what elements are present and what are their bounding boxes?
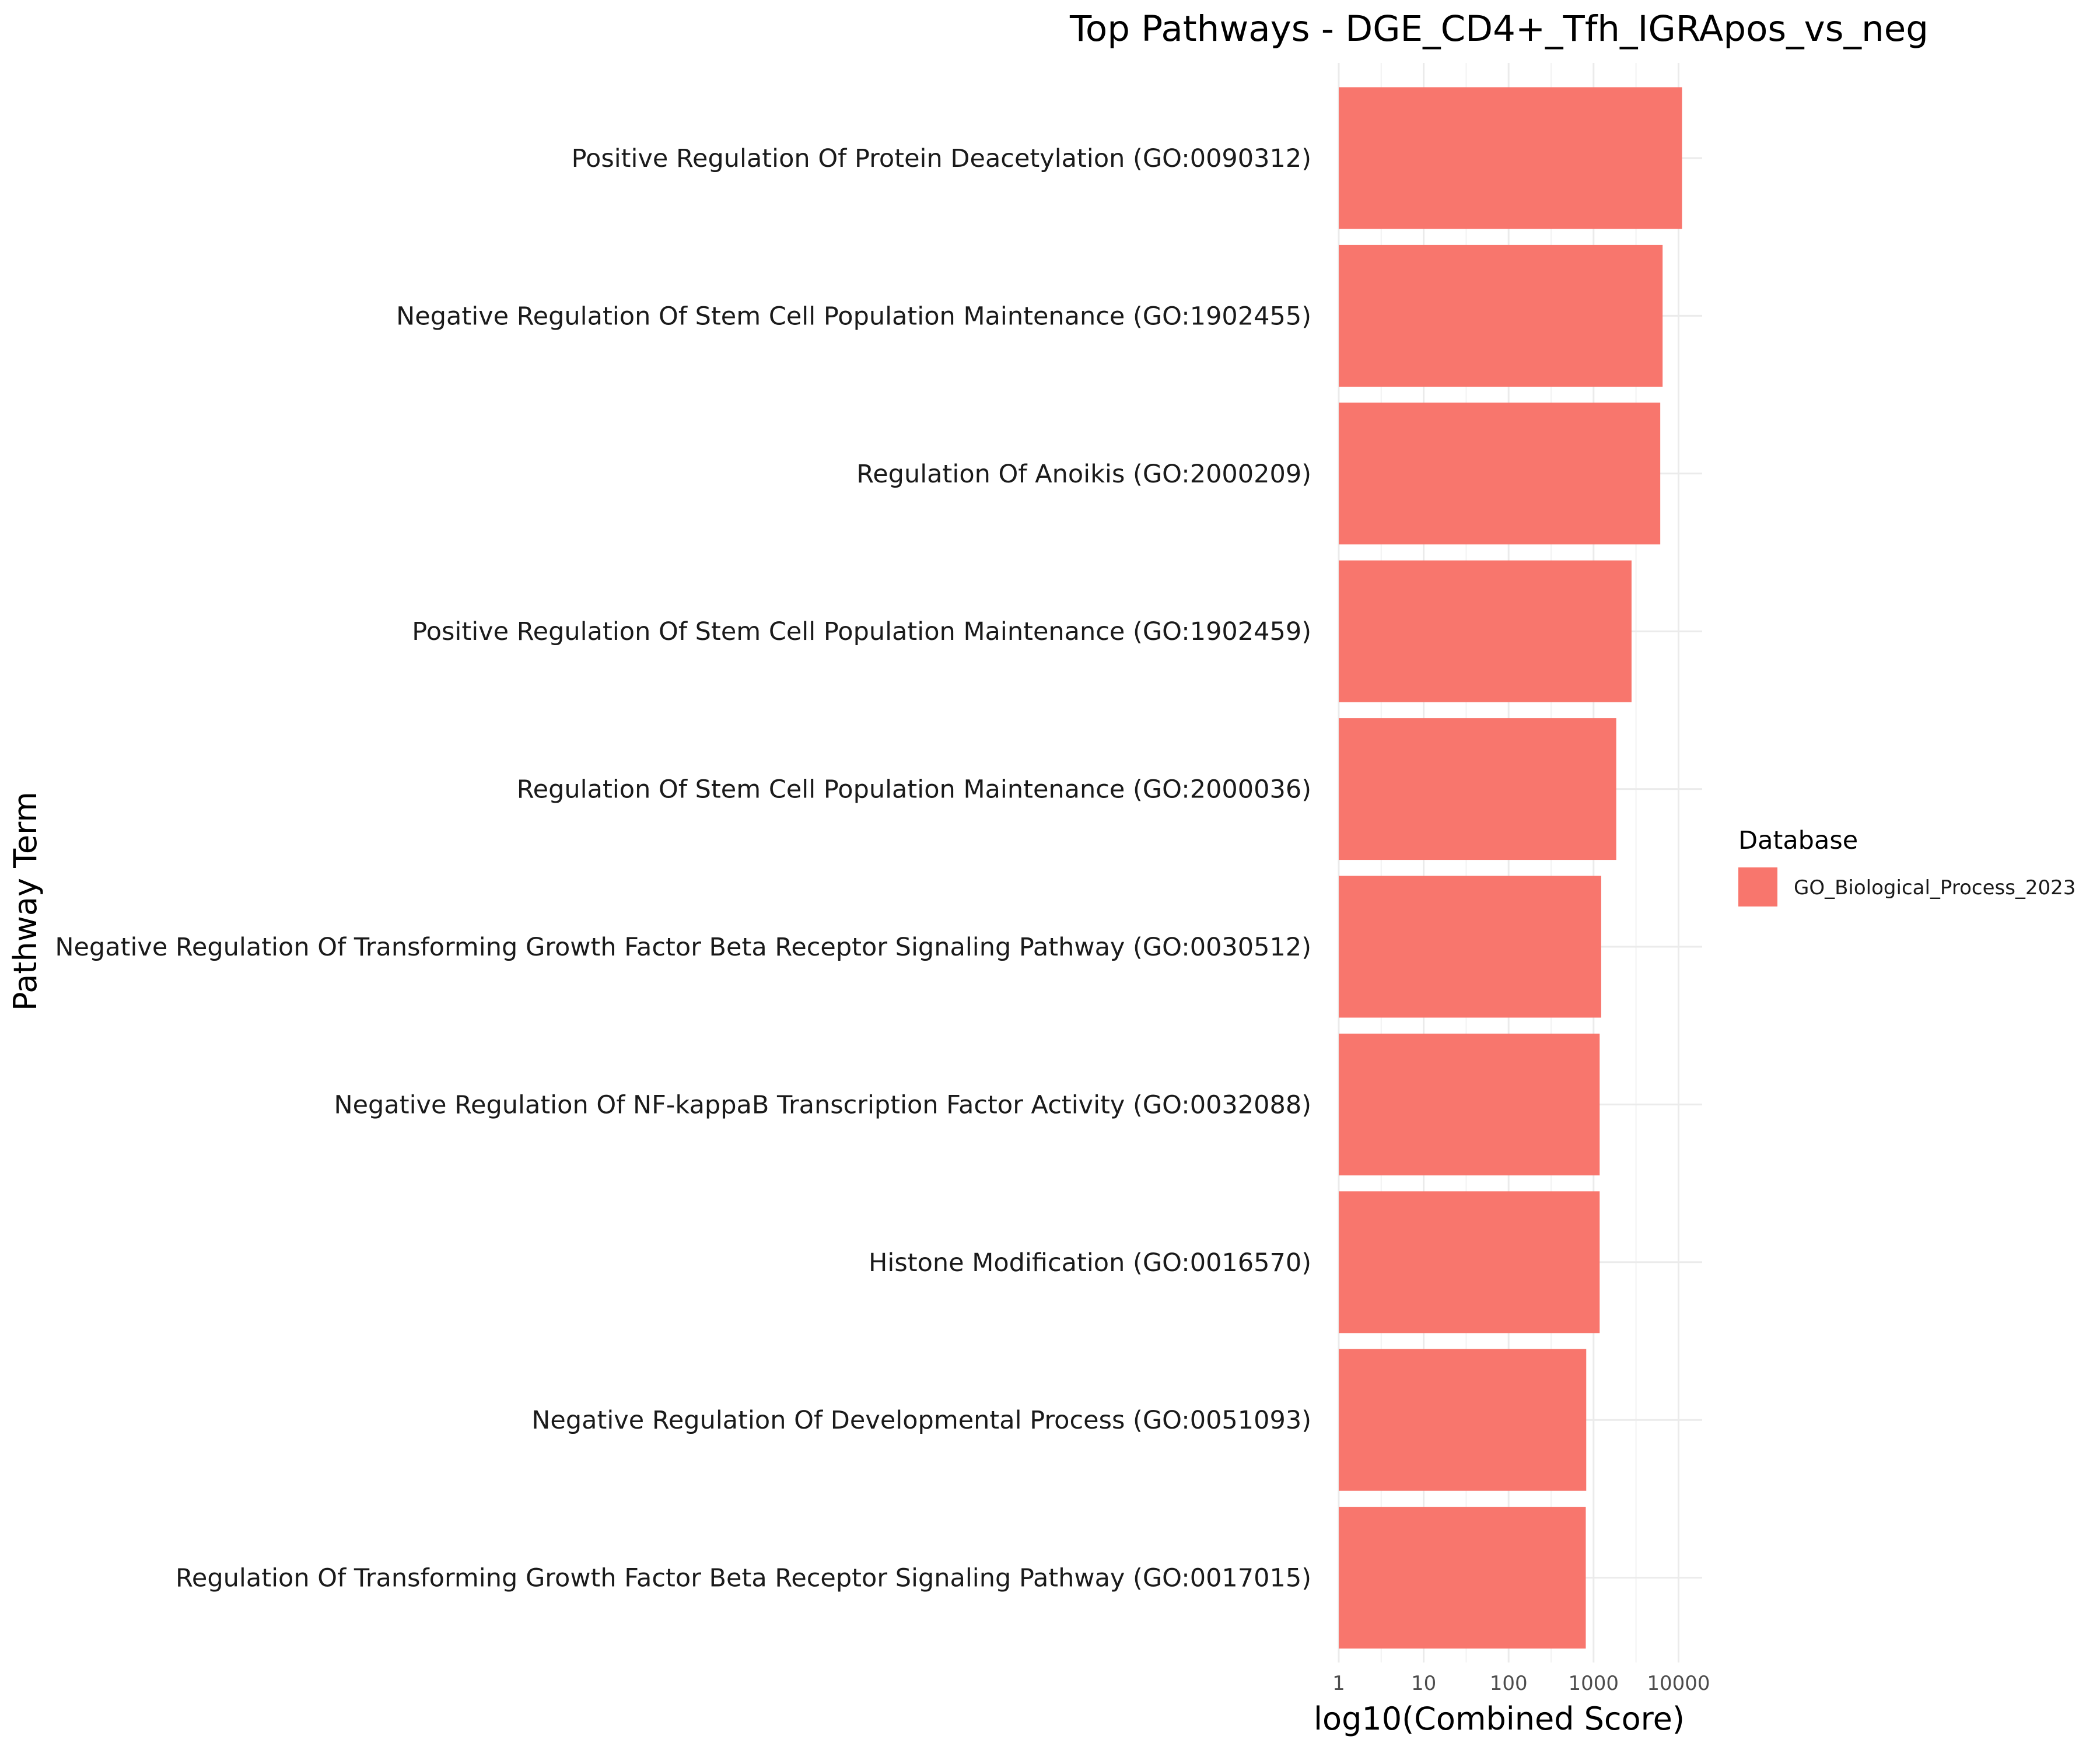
bars [1339,87,1682,1649]
bar [1339,402,1661,545]
category-label: Histone Modification (GO:0016570) [869,1248,1311,1278]
bar [1339,876,1601,1018]
category-label: Regulation Of Stem Cell Population Maint… [517,775,1311,804]
x-tick-label: 1 [1332,1672,1345,1695]
category-label: Negative Regulation Of Developmental Pro… [531,1406,1311,1435]
x-tick-label: 100 [1490,1672,1528,1695]
bar [1339,1033,1600,1175]
legend-label: GO_Biological_Process_2023 [1794,876,2076,900]
bar [1339,1507,1586,1649]
category-label: Positive Regulation Of Protein Deacetyla… [572,144,1311,173]
category-labels: Positive Regulation Of Protein Deacetyla… [55,144,1311,1593]
x-tick-label: 1000 [1569,1672,1619,1695]
legend-title: Database [1738,826,1858,855]
x-tick-label: 10000 [1647,1672,1710,1695]
legend: Database GO_Biological_Process_2023 [1738,826,2076,907]
x-tick-labels: 1 10 100 1000 10000 [1332,1672,1710,1695]
y-axis-title: Pathway Term [7,792,44,1011]
bar [1339,560,1632,702]
x-axis-title: log10(Combined Score) [1314,1700,1685,1737]
bar [1339,87,1682,229]
category-label: Regulation Of Transforming Growth Factor… [176,1564,1311,1593]
x-tick-label: 10 [1411,1672,1436,1695]
category-label: Regulation Of Anoikis (GO:2000209) [856,460,1311,489]
bar [1339,244,1663,387]
bar [1339,718,1616,860]
chart-title: Top Pathways - DGE_CD4+_Tfh_IGRApos_vs_n… [1069,8,1929,50]
category-label: Positive Regulation Of Stem Cell Populat… [412,617,1311,646]
category-label: Negative Regulation Of Stem Cell Populat… [396,302,1311,331]
category-label: Negative Regulation Of Transforming Grow… [55,933,1311,962]
category-label: Negative Regulation Of NF-kappaB Transcr… [334,1090,1311,1119]
bar [1339,1191,1600,1334]
bar [1339,1349,1587,1491]
legend-key [1738,867,1777,907]
